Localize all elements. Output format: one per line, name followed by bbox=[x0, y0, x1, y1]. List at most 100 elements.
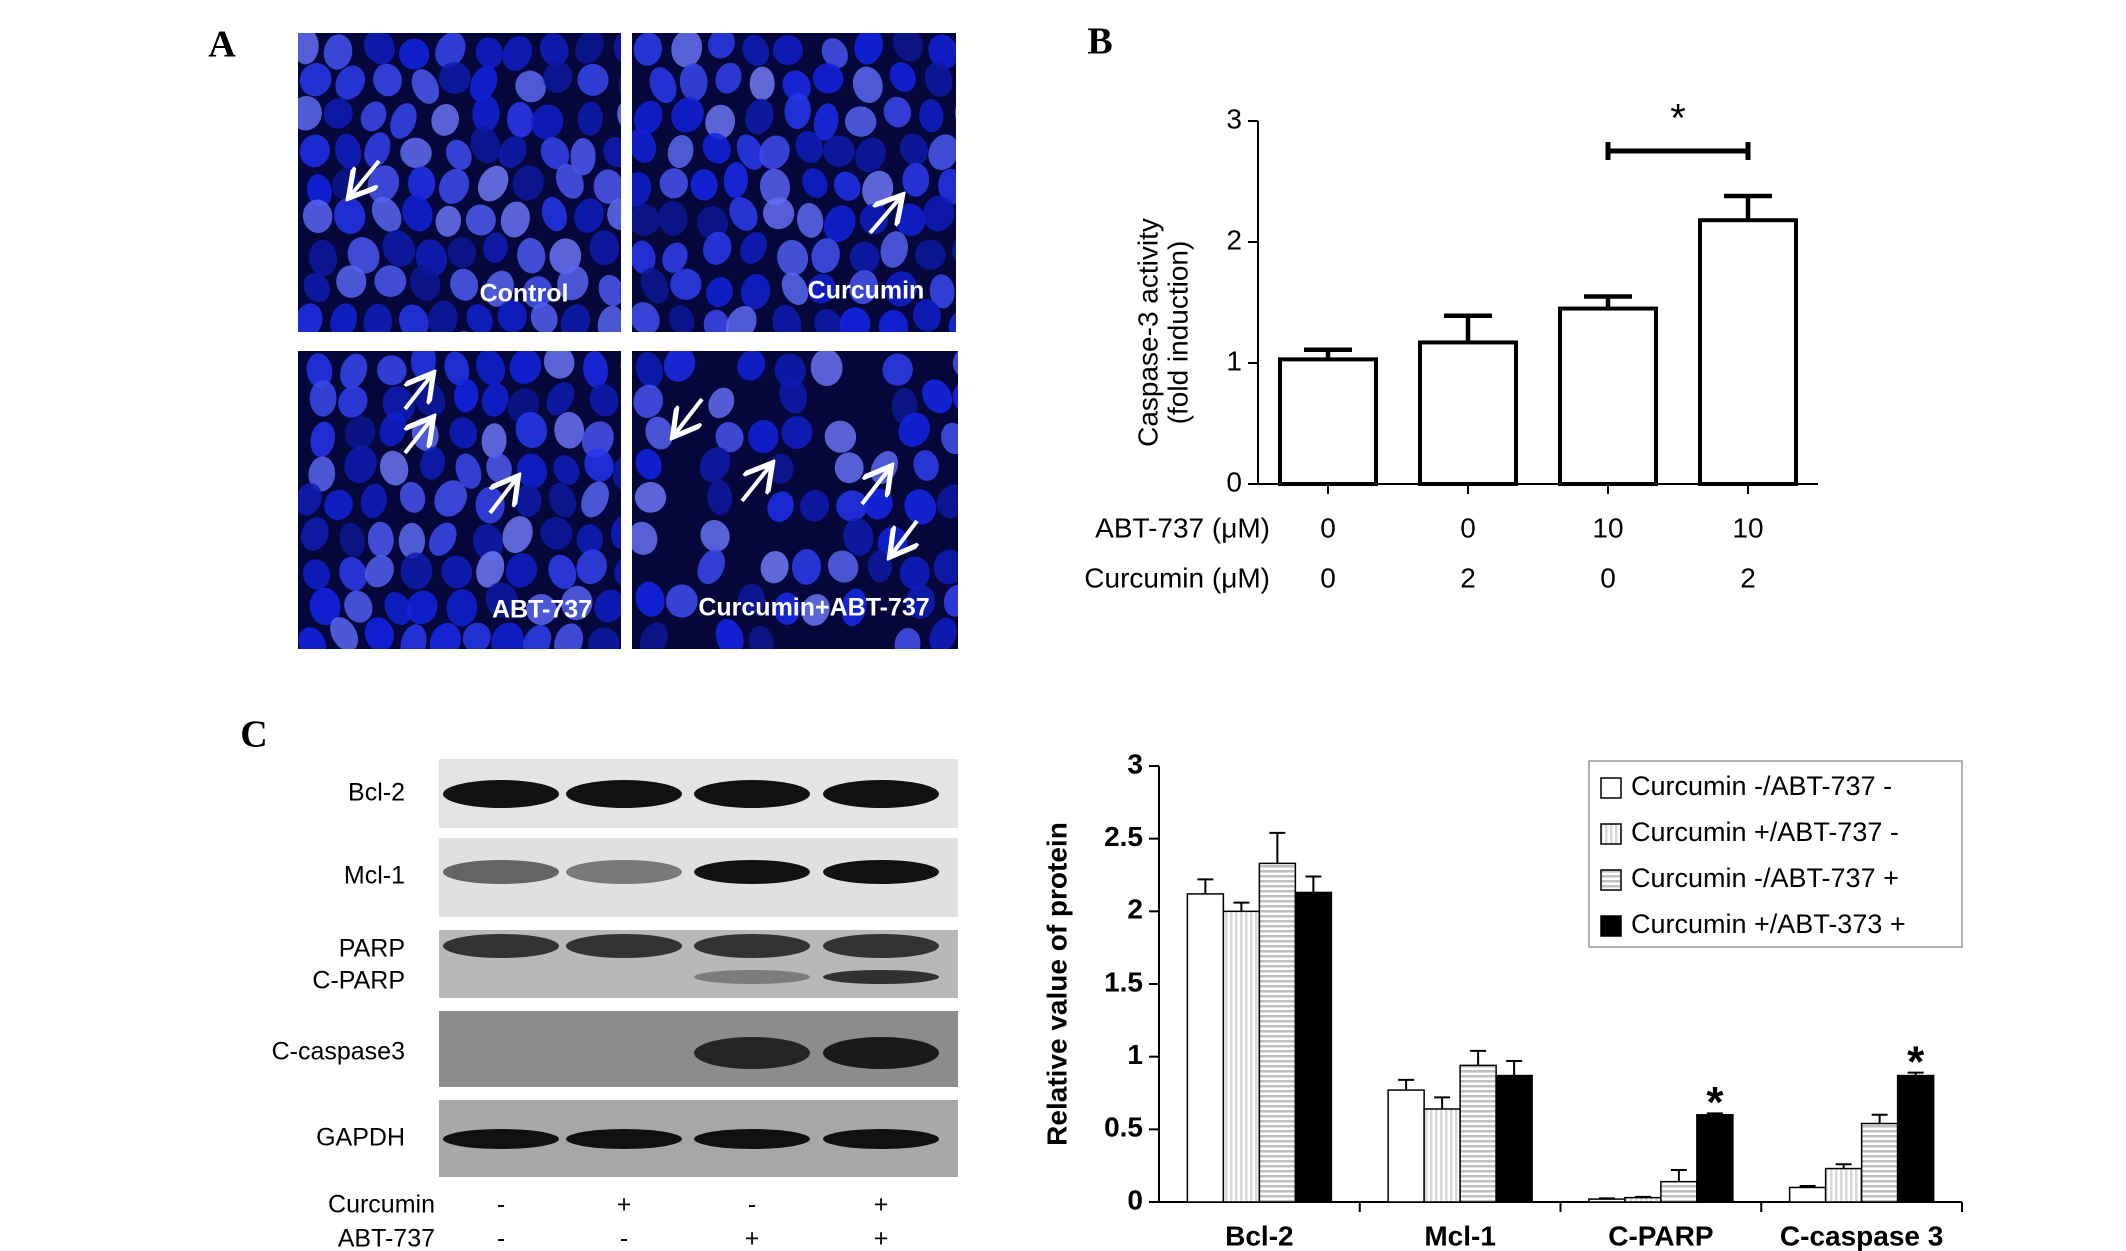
nucleus bbox=[749, 66, 775, 101]
nucleus bbox=[402, 195, 433, 232]
nucleus bbox=[298, 627, 327, 649]
nucleus bbox=[633, 384, 664, 418]
nucleus bbox=[526, 594, 557, 626]
bar bbox=[1588, 1198, 1626, 1203]
nucleus bbox=[760, 551, 789, 584]
nucleus bbox=[632, 240, 656, 275]
nucleus bbox=[889, 62, 916, 92]
nucleus bbox=[447, 237, 477, 269]
nucleus bbox=[619, 656, 654, 695]
nucleus bbox=[777, 239, 809, 276]
nucleus bbox=[379, 412, 407, 447]
nucleus bbox=[632, 302, 660, 332]
nucleus bbox=[429, 522, 457, 556]
nucleus bbox=[594, 589, 621, 623]
nucleus bbox=[662, 242, 688, 273]
nucleus bbox=[748, 420, 779, 454]
bar bbox=[1258, 862, 1297, 1203]
nucleus bbox=[773, 592, 801, 625]
nucleus bbox=[706, 277, 733, 308]
nucleus bbox=[943, 584, 958, 617]
nucleus bbox=[597, 305, 621, 332]
nucleus bbox=[883, 96, 912, 128]
nucleus bbox=[561, 585, 593, 621]
legend-label: Curcumin -/ABT-737 - bbox=[1631, 771, 1892, 801]
micrograph-label: ABT-737 bbox=[492, 596, 592, 624]
y-axis-label: Caspase-3 activity bbox=[1132, 218, 1163, 447]
nucleus bbox=[363, 303, 393, 332]
nucleus bbox=[428, 657, 466, 698]
nucleus bbox=[813, 103, 839, 141]
blot-band bbox=[566, 1129, 682, 1149]
nucleus bbox=[483, 232, 508, 263]
nucleus bbox=[823, 205, 856, 243]
nucleus bbox=[554, 623, 583, 649]
nucleus bbox=[781, 272, 809, 305]
treatment-sign: + bbox=[874, 1225, 889, 1251]
nucleus bbox=[841, 588, 867, 627]
arrows bbox=[351, 159, 917, 554]
nucleus bbox=[577, 63, 609, 96]
bar bbox=[1222, 910, 1261, 1203]
legend-swatch bbox=[1600, 869, 1622, 891]
nucleus bbox=[589, 230, 620, 266]
arrow bbox=[892, 519, 917, 554]
x-tick-label: 2 bbox=[1740, 562, 1756, 593]
nucleus bbox=[853, 653, 885, 693]
x-tick-label: 0 bbox=[1320, 512, 1336, 543]
arrow bbox=[740, 466, 770, 503]
x-tick-label: 10 bbox=[1592, 512, 1623, 543]
nucleus bbox=[506, 101, 534, 138]
nucleus bbox=[729, 197, 758, 231]
arrow bbox=[403, 376, 431, 411]
blot-band bbox=[443, 1129, 559, 1149]
nucleus bbox=[400, 552, 433, 590]
nucleus bbox=[398, 522, 426, 559]
blot-band bbox=[823, 860, 939, 884]
nucleus bbox=[707, 479, 733, 516]
nucleus bbox=[298, 33, 319, 65]
y-tick-label: 1 bbox=[1226, 345, 1242, 376]
nucleus bbox=[539, 33, 569, 66]
nucleus bbox=[703, 309, 730, 332]
micrographs: Control Curcumin ABT-737 Curcumin+ABT-737 bbox=[294, 33, 958, 698]
nucleus bbox=[453, 378, 479, 413]
y-tick-label: 3 bbox=[1127, 748, 1143, 779]
nucleus bbox=[665, 584, 698, 618]
nucleus bbox=[633, 100, 663, 135]
nucleus bbox=[852, 66, 883, 103]
nucleus bbox=[928, 34, 956, 69]
nucleus bbox=[745, 98, 774, 135]
nucleus bbox=[335, 133, 362, 170]
nucleus bbox=[767, 491, 794, 522]
nucleus bbox=[300, 517, 329, 551]
nucleus bbox=[632, 521, 658, 555]
nucleus bbox=[589, 383, 619, 417]
blot-band bbox=[566, 860, 682, 884]
nucleus bbox=[671, 33, 703, 68]
nucleus bbox=[583, 351, 608, 388]
nucleus bbox=[400, 624, 427, 649]
y-tick-label: 2.5 bbox=[1104, 821, 1143, 852]
y-tick-label: 0.5 bbox=[1104, 1112, 1143, 1143]
nucleus bbox=[581, 481, 609, 518]
blot-band bbox=[694, 780, 810, 808]
nucleus bbox=[549, 238, 582, 275]
nucleus bbox=[613, 33, 621, 65]
nucleus bbox=[667, 135, 694, 169]
y-tick-label: 1.5 bbox=[1104, 966, 1143, 997]
blot-band bbox=[694, 1129, 810, 1149]
nucleus bbox=[428, 300, 458, 332]
nucleus bbox=[294, 656, 323, 688]
nuclei bbox=[294, 351, 654, 698]
nucleus bbox=[612, 453, 621, 491]
nucleus bbox=[762, 197, 795, 230]
nucleus bbox=[898, 412, 930, 447]
nucleus bbox=[575, 33, 604, 64]
nucleus bbox=[548, 554, 577, 590]
nucleus bbox=[420, 446, 446, 480]
nucleus bbox=[802, 168, 828, 198]
legend-label: Curcumin +/ABT-737 - bbox=[1631, 817, 1899, 847]
nucleus bbox=[484, 270, 514, 307]
